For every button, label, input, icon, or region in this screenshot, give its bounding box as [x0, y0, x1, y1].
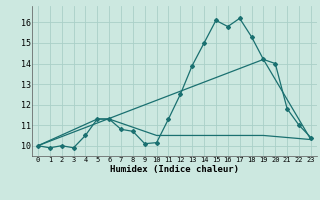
- X-axis label: Humidex (Indice chaleur): Humidex (Indice chaleur): [110, 165, 239, 174]
